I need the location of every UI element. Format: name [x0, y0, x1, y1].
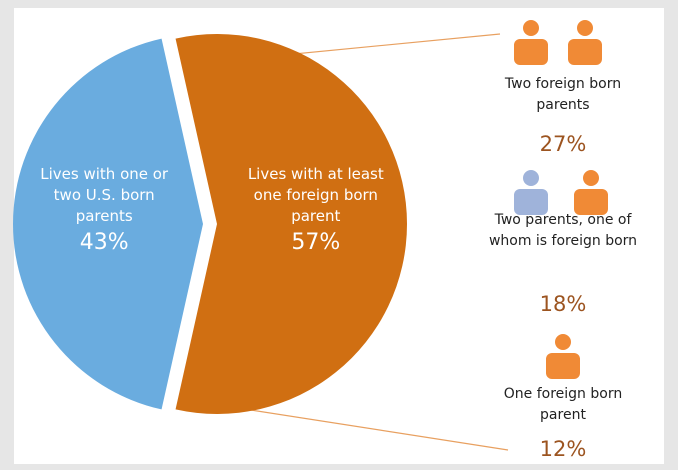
person-icon [546, 334, 580, 379]
slice-category: Lives with at least one foreign born par… [247, 165, 384, 225]
slice-value: 43% [79, 230, 129, 255]
person-icon [514, 170, 608, 215]
slice-category: Lives with one or two U.S. born parents [40, 165, 169, 225]
breakdown-value: 12% [539, 437, 587, 461]
breakdown-label: Two foreign born parents [504, 76, 622, 113]
breakdown-value: 18% [539, 292, 587, 316]
breakdown-value: 27% [539, 132, 587, 156]
slice-label: Lives with one or two U.S. born parents 4… [29, 164, 179, 259]
slice-label: Lives with at least one foreign born par… [241, 164, 391, 259]
pie-slice [175, 34, 407, 414]
breakdown-label: One foreign born parent [503, 386, 623, 423]
pie-slice [12, 38, 203, 410]
slice-value: 57% [291, 230, 341, 255]
connector-line [237, 407, 509, 451]
breakdown-label: Two parents, one of whom is foreign born [488, 212, 638, 249]
person-icon [514, 20, 602, 65]
